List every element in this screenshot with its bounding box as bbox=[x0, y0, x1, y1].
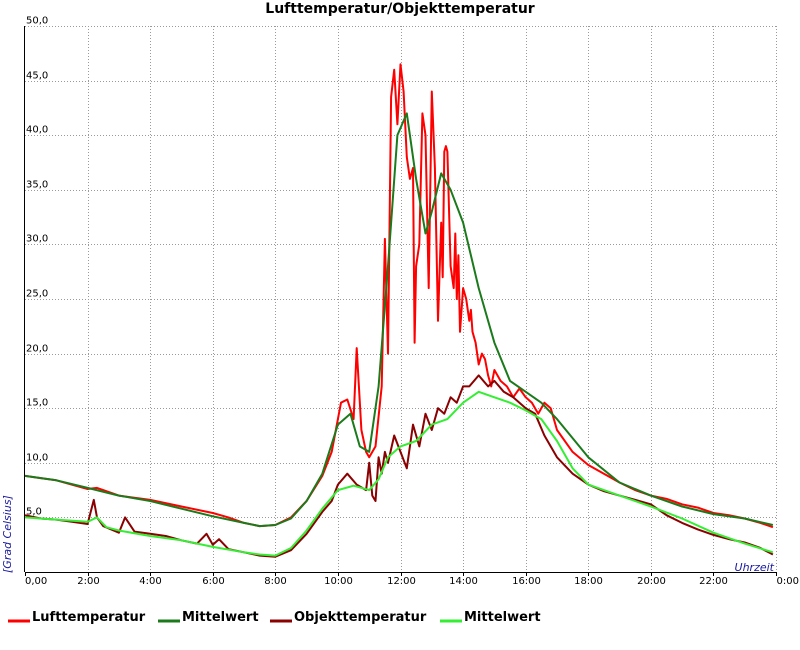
x-tick-label: 14:00 bbox=[449, 576, 478, 587]
x-tick-labels: 0,00 2:00 4:00 6:00 8:00 10:00 12:00 14:00 16:00… bbox=[25, 572, 799, 587]
legend-label: Mittelwert bbox=[182, 610, 259, 625]
x-axis-label: Uhrzeit bbox=[735, 561, 775, 574]
x-tick-label: 10:00 bbox=[324, 576, 353, 587]
legend-item: Mittelwert bbox=[158, 610, 259, 625]
legend: Lufttemperatur Mittelwert Objekttemperatur… bbox=[8, 610, 541, 625]
y-axis-label: [Grad Celsius] bbox=[1, 495, 14, 573]
y-tick-label: 40,0 bbox=[26, 125, 48, 136]
series-line-1 bbox=[24, 112, 774, 528]
x-tick-label: 22:00 bbox=[699, 576, 728, 587]
x-tick-label: 8:00 bbox=[264, 576, 286, 587]
x-tick-label: 16:00 bbox=[512, 576, 541, 587]
grid bbox=[25, 26, 777, 572]
y-tick-label: 5,0 bbox=[26, 507, 42, 518]
x-tick-label: 18:00 bbox=[574, 576, 603, 587]
y-tick-label: 10,0 bbox=[26, 453, 48, 464]
y-tick-label: 45,0 bbox=[26, 71, 48, 82]
y-tick-label: 35,0 bbox=[26, 180, 48, 191]
y-tick-label: 30,0 bbox=[26, 234, 48, 245]
series-line-3 bbox=[24, 390, 774, 557]
legend-item: Mittelwert bbox=[440, 610, 541, 625]
y-tick-labels: 5,0 10,0 15,0 20,0 25,0 30,0 35,0 40,0 45,0 50,0 bbox=[26, 16, 48, 518]
y-tick-label: 25,0 bbox=[26, 289, 48, 300]
y-tick-label: 50,0 bbox=[26, 16, 48, 27]
legend-label: Lufttemperatur bbox=[32, 610, 146, 625]
y-tick-label: 20,0 bbox=[26, 344, 48, 355]
x-tick-label: 0,00 bbox=[25, 576, 47, 587]
x-tick-label: 20:00 bbox=[637, 576, 666, 587]
x-tick-label: 2:00 bbox=[77, 576, 99, 587]
legend-label: Mittelwert bbox=[464, 610, 541, 625]
series-lines bbox=[24, 63, 774, 558]
x-tick-label: 6:00 bbox=[202, 576, 224, 587]
x-tick-label: 12:00 bbox=[387, 576, 416, 587]
x-tick-label: 0:00 bbox=[777, 576, 799, 587]
legend-item: Lufttemperatur bbox=[8, 610, 146, 625]
legend-item: Objekttemperatur bbox=[270, 610, 427, 625]
legend-label: Objekttemperatur bbox=[294, 610, 427, 625]
y-tick-label: 15,0 bbox=[26, 398, 48, 409]
chart-title: Lufttemperatur/Objekttemperatur bbox=[265, 1, 535, 17]
x-tick-label: 4:00 bbox=[139, 576, 161, 587]
